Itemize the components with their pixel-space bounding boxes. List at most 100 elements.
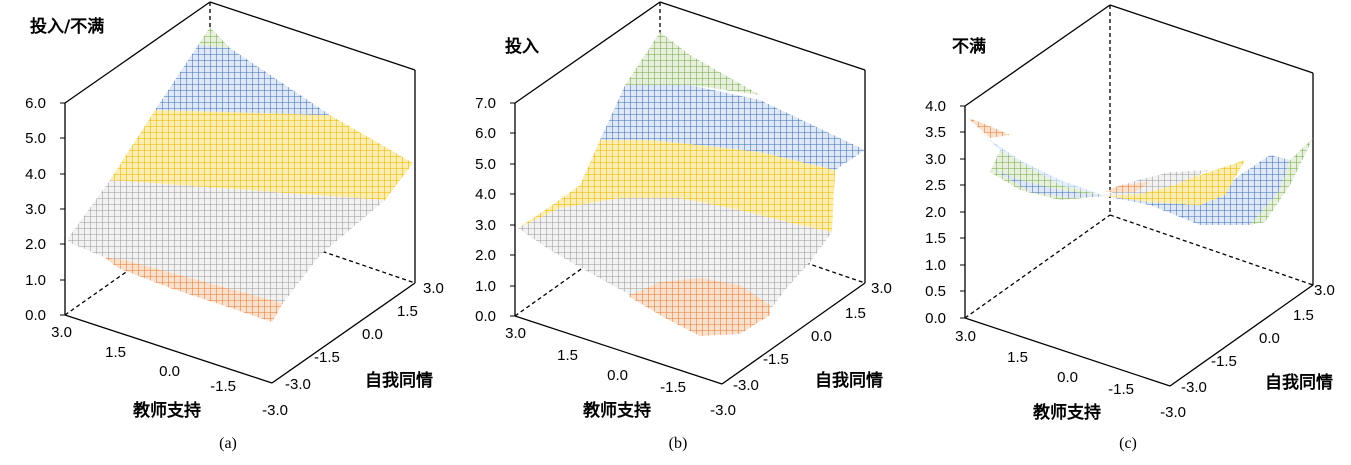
- panel-c-z-tick: 1.0: [925, 257, 946, 274]
- panel-b-band-blue: [600, 85, 865, 170]
- panel-c-band-blue: [995, 155, 1290, 225]
- panel-a-z-tick: 3.0: [25, 201, 46, 218]
- panel-b-y-axis: [721, 282, 866, 385]
- panel-b-z-tick: 1.0: [475, 278, 496, 295]
- panel-c-x-axis: [964, 317, 1171, 387]
- panel-a-y-tick: -1.5: [314, 349, 340, 366]
- panel-a-band-yellow: [110, 110, 413, 200]
- panel-c-y-tick: -3.0: [1181, 379, 1207, 396]
- panel-a-y-tick: 1.5: [397, 303, 418, 320]
- panel-a-x-ticks: 3.0 1.5 0.0 -1.5 -3.0: [51, 324, 288, 419]
- panel-b-y-tick: -3.0: [733, 377, 759, 394]
- panel-c-x-ticks: 3.0 1.5 0.0 -1.5 -3.0: [955, 328, 1186, 421]
- panel-a-x-tick: -1.5: [210, 378, 236, 395]
- panel-c-title: 不满: [952, 36, 986, 57]
- panel-b-y-tick: 1.5: [845, 305, 866, 322]
- panel-b-ylabel: 自我同情: [815, 370, 883, 391]
- panel-c-band-orange: [1105, 182, 1150, 192]
- panel-c-caption: (c): [1119, 435, 1137, 452]
- panel-c-z-tick: 2.0: [925, 204, 946, 221]
- panel-a-xlabel: 教师支持: [132, 400, 201, 421]
- panel-b-x-tick: 3.0: [505, 325, 526, 342]
- panel-a-x-tick: -3.0: [262, 402, 288, 419]
- panel-c-y-tick: 3.0: [1314, 282, 1335, 299]
- panel-c-surface: [968, 118, 1313, 225]
- panel-b: 投入 0.0 1.0 2.0 3.0: [475, 1, 892, 452]
- panel-c-band-orange-left: [968, 118, 1010, 138]
- panel-b-x-tick: -3.0: [710, 402, 736, 419]
- panel-c-z-tick: 0.5: [925, 283, 946, 300]
- panel-c-z-tick: 4.0: [925, 98, 946, 115]
- panel-a-band-gray: [68, 180, 385, 303]
- panel-b-z-tick: 6.0: [475, 125, 496, 142]
- panel-a-x-tick: 3.0: [51, 324, 72, 341]
- panel-a-y-ticks: -3.0 -1.5 0.0 1.5 3.0: [285, 280, 444, 393]
- panel-c-z-tick: 1.5: [925, 230, 946, 247]
- panel-a-ylabel: 自我同情: [365, 370, 433, 391]
- panel-b-y-tick: -1.5: [763, 351, 789, 368]
- panel-c-xlabel: 教师支持: [1032, 402, 1101, 423]
- panel-a-surface: [68, 27, 413, 322]
- panel-c-x-tick: 3.0: [955, 328, 976, 345]
- panel-a-caption: (a): [219, 435, 237, 452]
- panel-c-y-tick: 1.5: [1293, 307, 1314, 324]
- panel-c-x-tick: -3.0: [1160, 404, 1186, 421]
- panel-a-title: 投入/不满: [30, 16, 104, 37]
- panel-a-z-tick: 0.0: [25, 307, 46, 324]
- panel-a-z-tick: 1.0: [25, 272, 46, 289]
- panel-a-z-ticks: 0.0 1.0 2.0 3.0 4.0 5.0 6.0: [25, 95, 65, 324]
- panel-b-x-ticks: 3.0 1.5 0.0 -1.5 -3.0: [505, 325, 736, 419]
- panel-b-xlabel: 教师支持: [582, 400, 651, 421]
- panel-b-z-tick: 3.0: [475, 217, 496, 234]
- panel-c-z-ticks: 0.0 0.5 1.0 1.5 2.0 2.5 3.0 3.5 4.0: [925, 98, 965, 327]
- panel-b-z-tick: 4.0: [475, 186, 496, 203]
- panel-c-z-tick: 3.0: [925, 151, 946, 168]
- panel-a-x-tick: 1.5: [105, 344, 126, 361]
- panel-c-z-tick: 3.5: [925, 124, 946, 141]
- panel-b-x-axis: [514, 315, 723, 385]
- panel-c-z-tick: 0.0: [925, 310, 946, 327]
- panel-c: 不满 0.0 0.: [925, 4, 1335, 452]
- panel-a-band-blue: [155, 45, 330, 115]
- panel-c-y-axis: [1169, 284, 1314, 387]
- panel-c-y-tick: -1.5: [1211, 353, 1237, 370]
- panel-a-band-orange: [104, 257, 283, 322]
- panel-a-y-axis: [271, 282, 416, 384]
- panel-b-z-tick: 7.0: [475, 95, 496, 112]
- panel-a-y-tick: -3.0: [285, 376, 311, 393]
- panel-a-x-tick: 0.0: [159, 363, 180, 380]
- panel-b-z-ticks: 0.0 1.0 2.0 3.0 4.0 5.0 6.0 7.0: [475, 95, 515, 325]
- panel-a-y-tick: 0.0: [362, 326, 383, 343]
- panel-a-y-tick: 3.0: [423, 280, 444, 297]
- panel-a-z-tick: 4.0: [25, 166, 46, 183]
- panel-b-z-tick: 2.0: [475, 247, 496, 264]
- panel-a-z-tick: 6.0: [25, 95, 46, 112]
- panel-b-y-tick: 3.0: [871, 280, 892, 297]
- panel-b-band-green: [625, 32, 760, 95]
- panel-b-y-tick: 0.0: [811, 328, 832, 345]
- panel-a-z-tick: 2.0: [25, 236, 46, 253]
- panel-c-x-tick: 0.0: [1057, 369, 1078, 386]
- panel-b-band-orange: [628, 278, 770, 336]
- panel-a: 投入/不满 0.0 1.0 2.0 3.0: [25, 1, 444, 452]
- panel-a-x-axis: [64, 314, 273, 384]
- panel-c-ylabel: 自我同情: [1265, 372, 1333, 393]
- panel-c-z-tick: 2.5: [925, 177, 946, 194]
- panel-b-band-yellow: [518, 140, 835, 232]
- panel-c-y-tick: 0.0: [1259, 330, 1280, 347]
- panel-b-x-tick: 1.5: [557, 347, 578, 364]
- panel-b-caption: (b): [669, 435, 688, 452]
- panel-c-y-ticks: -3.0 -1.5 0.0 1.5 3.0: [1181, 282, 1335, 396]
- panel-b-z-tick: 0.0: [475, 308, 496, 325]
- panel-b-y-ticks: -3.0 -1.5 0.0 1.5 3.0: [733, 280, 892, 394]
- panel-c-band-green: [990, 150, 1105, 200]
- panel-b-x-tick: -1.5: [660, 379, 686, 396]
- panel-c-band-green-right: [1250, 138, 1313, 225]
- panel-b-surface: [518, 32, 865, 336]
- panel-b-x-tick: 0.0: [607, 367, 628, 384]
- panel-a-band-green: [198, 27, 230, 48]
- panel-c-x-tick: 1.5: [1007, 349, 1028, 366]
- panel-b-z-tick: 5.0: [475, 156, 496, 173]
- panel-a-z-tick: 5.0: [25, 130, 46, 147]
